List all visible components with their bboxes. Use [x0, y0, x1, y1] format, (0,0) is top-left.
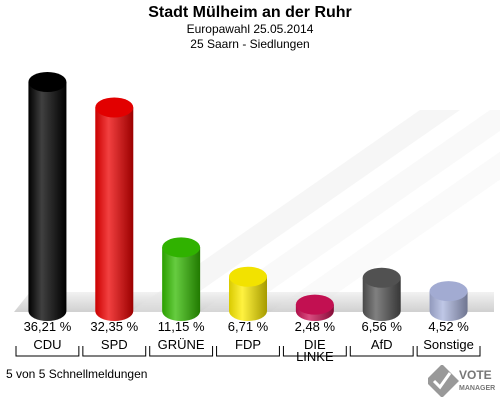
bar-top — [295, 294, 334, 315]
chart-title: Stadt Mülheim an der Ruhr — [148, 4, 352, 21]
category-label: Sonstige — [423, 337, 474, 352]
backdrop-stripe — [130, 110, 460, 312]
logo-mark-icon — [428, 365, 459, 397]
category-label: CDU — [33, 337, 61, 352]
status-footer: 5 von 5 Schnellmeldungen — [6, 367, 148, 381]
chart-header: Stadt Mülheim an der Ruhr Europawahl 25.… — [0, 0, 500, 52]
category-label: DIE — [304, 337, 326, 352]
category-label: SPD — [101, 337, 128, 352]
category-bracket — [282, 346, 347, 357]
bar-grüne — [162, 237, 201, 321]
bar-body — [28, 82, 67, 321]
bar-top — [28, 72, 67, 92]
logo-text-line2: MANAGER — [459, 385, 495, 392]
bar-cdu — [28, 72, 67, 321]
bar-top — [362, 267, 401, 288]
category-bracket — [416, 346, 481, 357]
category-bracket — [349, 346, 414, 357]
bar-body — [229, 276, 267, 321]
value-label: 4,52 % — [428, 319, 469, 334]
bar-sonstige — [429, 281, 468, 321]
bars-group — [28, 72, 468, 321]
backdrop-stripe — [270, 151, 500, 312]
bar-afd — [362, 267, 401, 321]
bar-body — [162, 247, 201, 321]
category-label: GRÜNE — [158, 337, 205, 352]
value-label: 6,71 % — [228, 319, 269, 334]
value-label: 6,56 % — [361, 319, 402, 334]
backdrop-stripe — [200, 110, 500, 312]
bar-body — [95, 107, 134, 321]
bar-spd — [95, 97, 134, 321]
bar-top — [429, 281, 468, 302]
logo-text-line1: VOTE — [459, 368, 492, 382]
value-label: 11,15 % — [158, 319, 205, 334]
election-subtitle: Europawahl 25.05.2014 — [186, 22, 314, 36]
value-label: 2,48 % — [295, 319, 336, 334]
category-bracket — [15, 346, 80, 357]
labels-group: 36,21 % CDU 32,35 % SPD 11,15 % GRÜNE 6,71 % FD… — [15, 319, 481, 364]
bar-top — [162, 237, 201, 258]
bar-fdp — [229, 266, 267, 321]
value-label: 32,35 % — [90, 319, 138, 334]
bar-top — [229, 266, 267, 287]
bar-top — [95, 97, 134, 118]
bar-die-linke — [295, 294, 334, 321]
category-bracket — [149, 346, 214, 357]
votemanager-logo: VOTE MANAGER — [428, 365, 495, 397]
district-subtitle: 25 Saarn - Siedlungen — [190, 37, 310, 51]
category-label: AfD — [371, 337, 393, 352]
category-bracket — [216, 346, 280, 357]
category-label: FDP — [235, 337, 261, 352]
value-label: 36,21 % — [24, 319, 72, 334]
category-bracket — [82, 346, 147, 357]
bar-body — [362, 277, 401, 321]
